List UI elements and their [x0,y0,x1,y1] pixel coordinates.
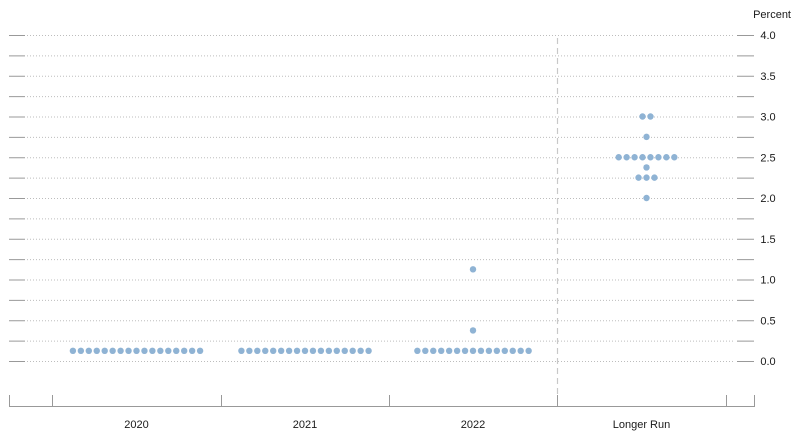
data-point-dot [341,347,348,355]
data-point-dot [85,347,93,355]
data-point-dot [639,154,646,161]
data-point-dot [109,347,116,355]
data-point-dot [477,347,485,355]
data-point-dot [414,347,421,355]
data-point-dot [77,347,85,355]
data-point-dot [453,347,461,355]
data-point-dot [285,347,293,355]
data-point-dot [181,347,188,355]
data-point-dot [270,347,277,355]
data-point-dot [643,194,650,202]
data-point-dot [333,347,340,355]
data-point-dot [501,347,508,355]
data-point-dot [438,347,445,355]
x-category-label: 2022 [461,419,485,431]
data-point-dot [238,347,245,355]
data-point-dot [365,347,372,355]
data-point-dot [101,347,108,355]
data-point-dot [469,347,477,355]
x-category-label: 2020 [124,419,148,431]
y-axis-unit-label: Percent [753,9,791,21]
gridlines [27,35,735,362]
data-point-dot [643,133,650,141]
data-point-dot [165,347,172,355]
data-points [69,113,678,355]
data-point-dot [647,113,654,120]
data-point-dot [277,347,285,355]
y-tick-label: 1.5 [760,234,775,246]
data-point-dot [69,347,77,355]
data-point-dot [422,347,429,355]
data-point-dot [461,347,469,355]
data-point-dot [301,347,309,355]
data-point-dot [635,174,642,181]
data-point-dot [651,174,658,181]
y-tick-label: 3.5 [760,71,775,83]
data-point-dot [349,347,356,355]
data-point-dot [655,154,662,161]
data-point-dot [493,347,501,355]
labels: Percent 4.0 3.5 3.0 2.5 2.0 1.5 1.0 0.5 0.0 2020 2… [124,9,791,431]
data-point-dot [357,347,364,355]
data-point-dot [631,154,638,161]
data-point-dot [133,347,140,355]
data-point-dot [671,154,678,161]
data-point-dot [430,347,437,355]
data-point-dot [525,347,532,355]
data-point-dot [246,347,253,355]
y-tick-label: 0.5 [760,315,775,327]
data-point-dot [196,347,204,355]
data-point-dot [485,347,493,355]
data-point-dot [188,347,196,355]
data-point-dot [317,347,325,355]
data-point-dot [309,347,317,355]
data-point-dot [93,347,100,355]
x-category-label: Longer Run [613,419,671,431]
data-point-dot [293,347,301,355]
data-point-dot [325,347,333,355]
data-point-dot [173,347,180,355]
data-point-dot [262,347,269,355]
data-point-dot [469,327,477,334]
data-point-dot [663,154,670,161]
data-point-dot [623,154,630,161]
data-point-dot [149,347,156,355]
data-point-dot [615,154,622,161]
data-point-dot [445,347,453,355]
data-point-dot [117,347,124,355]
data-point-dot [157,347,164,355]
data-point-dot [643,174,650,181]
x-category-label: 2021 [293,419,317,431]
axes [9,35,755,407]
data-point-dot [254,347,261,355]
y-tick-label: 3.0 [760,112,775,124]
y-tick-label: 0.0 [760,356,775,368]
data-point-dot [639,113,646,120]
y-tick-label: 1.0 [760,275,775,287]
data-point-dot [141,347,148,355]
data-point-dot [517,347,524,355]
y-tick-label: 2.5 [760,152,775,164]
data-point-dot [469,266,477,273]
y-tick-label: 4.0 [760,30,775,42]
data-point-dot [125,347,132,355]
data-point-dot [643,164,650,171]
data-point-dot [647,154,654,161]
y-tick-label: 2.0 [760,193,775,205]
data-point-dot [509,347,516,355]
